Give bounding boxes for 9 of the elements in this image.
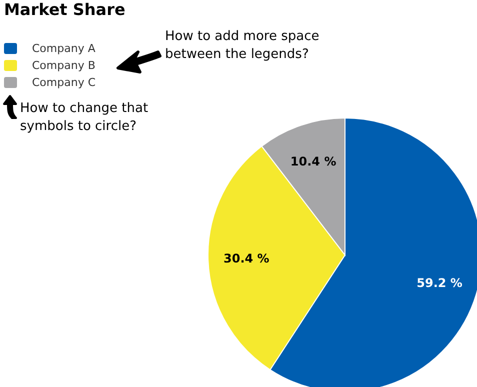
- chart-title: Market Share: [4, 0, 126, 19]
- legend-label: Company B: [32, 59, 96, 72]
- data-label: 10.4 %: [290, 154, 336, 169]
- legend-label: Company C: [32, 76, 96, 89]
- data-label: 59.2 %: [416, 276, 462, 290]
- text: How to add more space between the legends?: [165, 28, 320, 64]
- legend-label: Company A: [32, 42, 96, 55]
- text: How to change that symbols to circle?: [20, 100, 150, 136]
- data-label: 30.4 %: [224, 252, 270, 266]
